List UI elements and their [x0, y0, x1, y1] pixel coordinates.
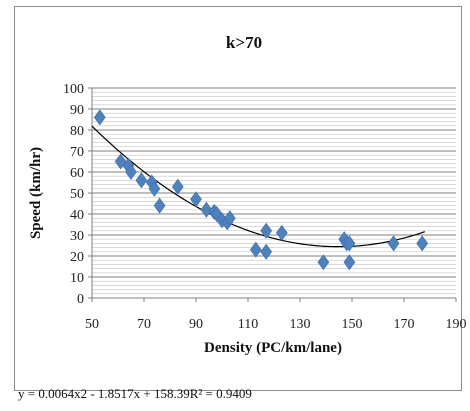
y-tick-label: 30 [70, 229, 84, 244]
y-tick-label: 100 [63, 82, 84, 97]
y-axis-label: Speed (km/hr) [28, 147, 44, 239]
chart-frame [14, 6, 462, 391]
x-tick-label: 110 [238, 317, 258, 332]
data-point [260, 243, 273, 260]
y-tick-label: 20 [70, 250, 84, 265]
y-tick-label: 80 [70, 124, 84, 139]
axis-layer [88, 87, 457, 302]
data-point [387, 235, 400, 252]
trendline [91, 125, 425, 248]
data-point [275, 224, 288, 241]
y-tick-label: 0 [77, 292, 84, 307]
data-point [200, 201, 213, 218]
x-tick-label: 190 [446, 317, 467, 332]
data-point [249, 241, 262, 258]
y-tick-label: 40 [70, 208, 84, 223]
y-tick-label: 10 [70, 271, 84, 286]
data-point [125, 163, 137, 181]
points-layer [93, 109, 429, 271]
data-point [135, 172, 148, 189]
data-point [260, 222, 273, 239]
data-point [171, 178, 184, 195]
y-tick-label: 90 [70, 103, 84, 118]
x-tick-label: 170 [394, 317, 415, 332]
data-point [190, 191, 202, 208]
y-tick-label: 60 [70, 166, 84, 181]
data-point [317, 254, 330, 271]
x-tick-label: 90 [189, 317, 203, 332]
tick-layer: 0 10 20 30 40 50 60 70 80 90 100 50 70 90 110 130 150 170… [63, 82, 467, 332]
chart-title: k>70 [226, 33, 262, 52]
x-tick-label: 130 [290, 317, 311, 332]
data-point [148, 180, 161, 197]
x-axis-label: Density (PC/km/lane) [204, 340, 342, 356]
y-tick-label: 50 [70, 187, 84, 202]
data-point [343, 254, 356, 271]
x-tick-label: 70 [137, 317, 151, 332]
trendline-equation: y = 0.0064x2 - 1.8517x + 158.39R² = 0.94… [18, 386, 252, 401]
y-tick-label: 70 [70, 145, 84, 160]
data-point [93, 109, 106, 126]
data-point [343, 235, 356, 252]
data-point [153, 197, 166, 214]
data-point [416, 235, 429, 252]
data-point [223, 210, 236, 227]
x-tick-label: 50 [85, 317, 99, 332]
x-tick-label: 150 [342, 317, 363, 332]
grid-layer [92, 87, 456, 295]
